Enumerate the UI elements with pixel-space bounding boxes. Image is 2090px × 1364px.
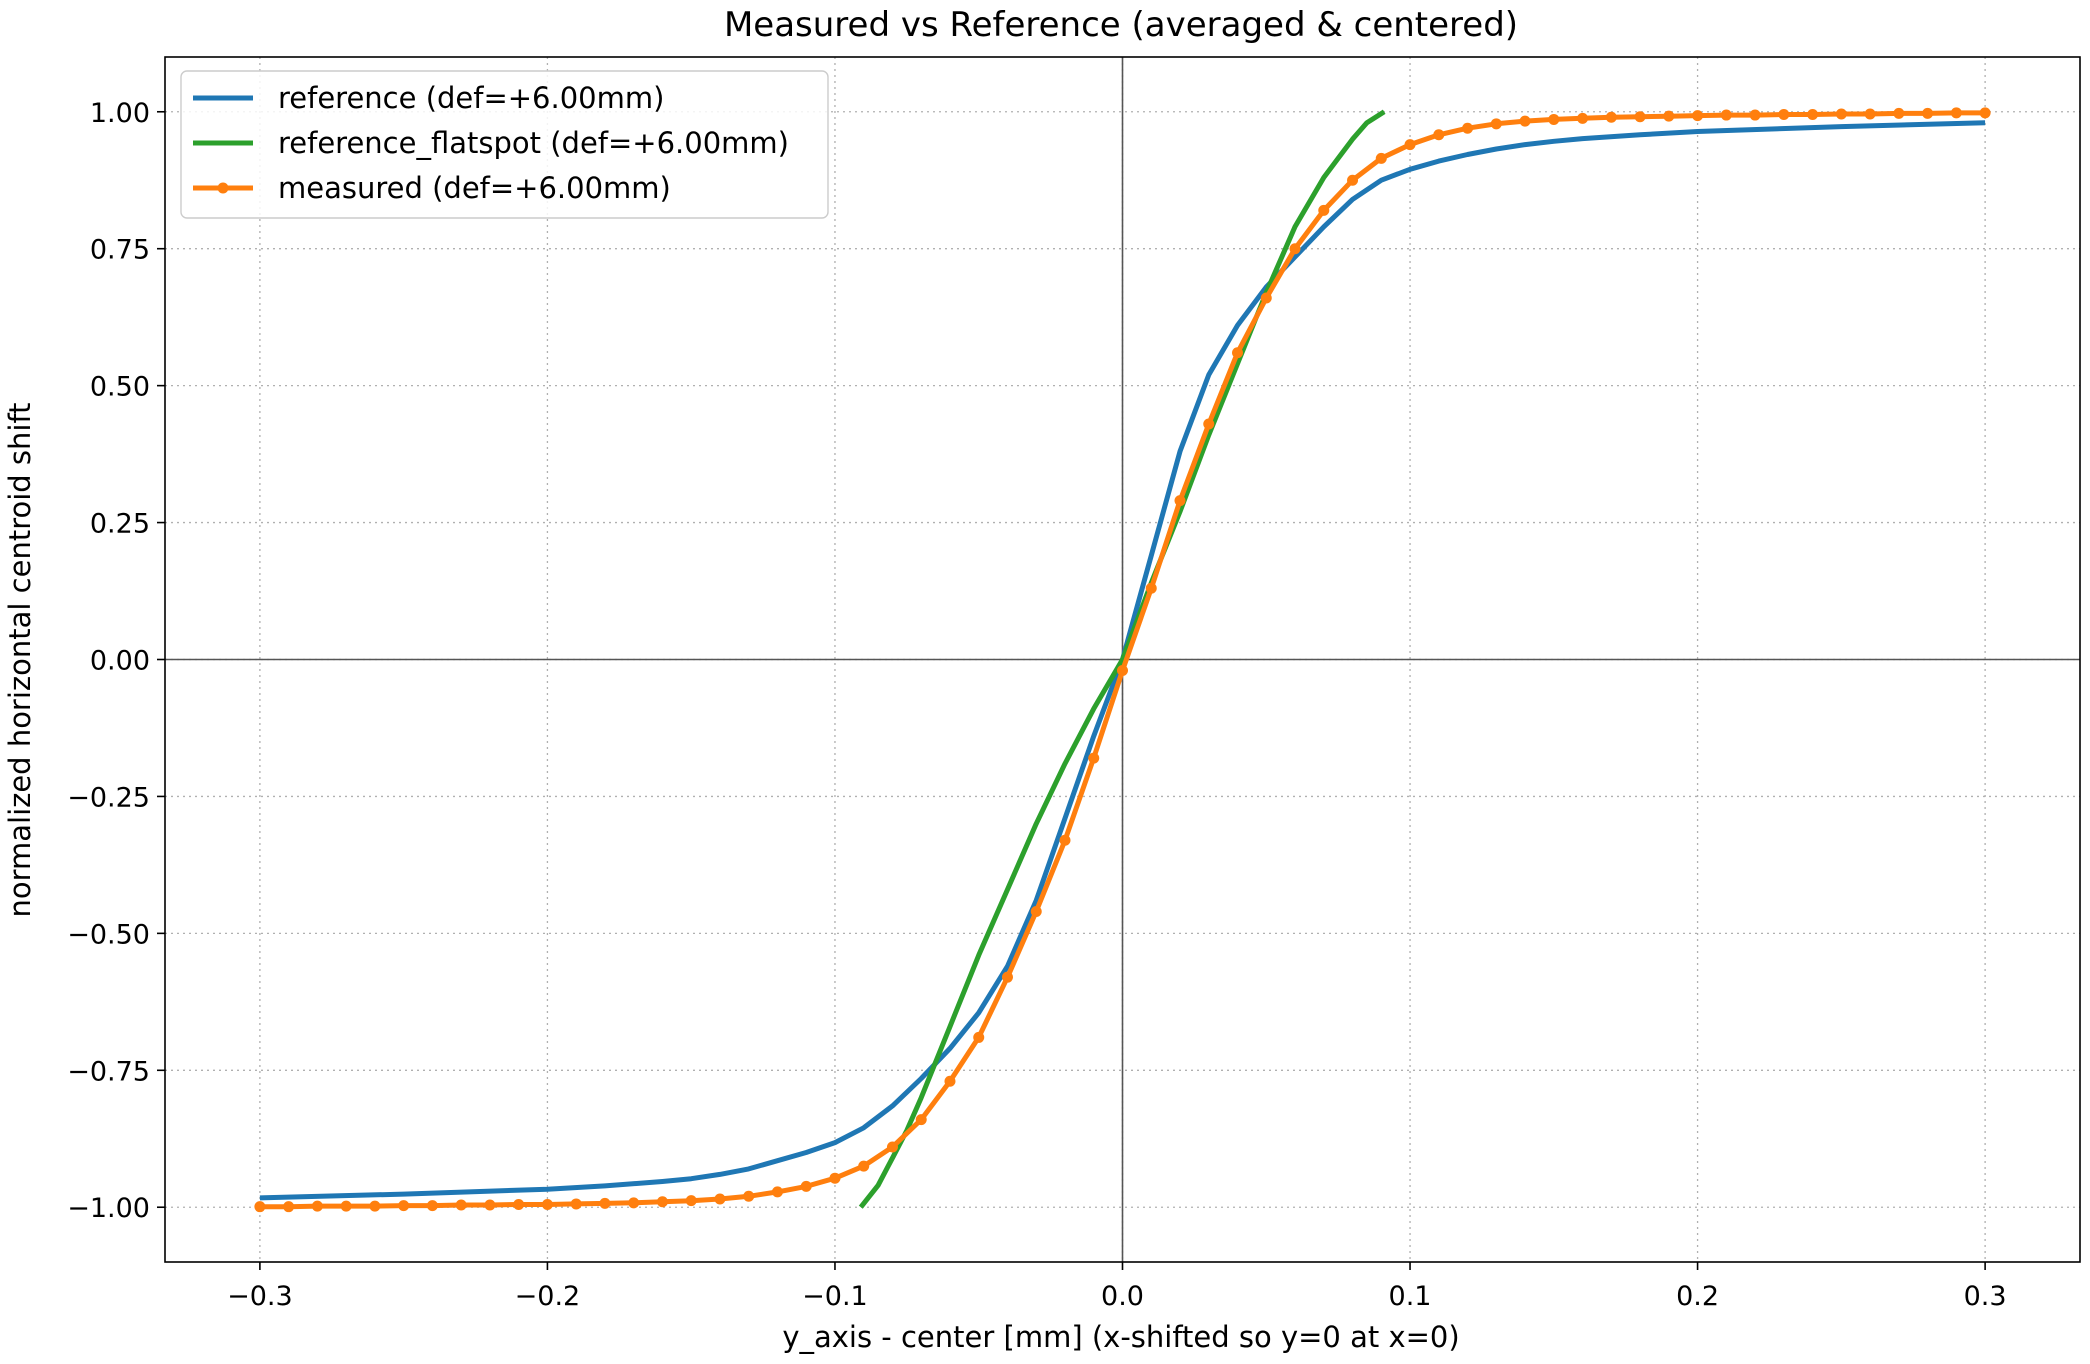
series-line [858,109,1386,1209]
data-point [1979,107,1991,119]
series-layer [254,107,1991,1213]
data-point [1692,110,1704,122]
data-point [1577,112,1589,124]
x-tick-label: 0.2 [1676,1281,1719,1312]
data-point [1145,582,1157,594]
data-point [513,1198,525,1210]
data-point [1433,129,1445,141]
legend-label: measured (def=+6.00mm) [278,171,671,205]
data-point [369,1200,381,1212]
series-2 [858,109,1386,1209]
x-tick-label: 0.3 [1964,1281,2007,1312]
y-tick-label: −0.25 [67,782,150,813]
x-axis-label: y_axis - center [mm] (x-shifted so y=0 a… [782,1320,1459,1354]
data-point [599,1197,611,1209]
data-point [340,1200,352,1212]
data-point [1605,111,1617,123]
x-axis-ticks: −0.3 −0.2 −0.1 0.0 0.1 0.2 0.3 [227,1262,2007,1312]
y-tick-label: 1.00 [90,98,150,129]
data-point [944,1075,956,1087]
data-point [1720,109,1732,121]
y-tick-label: 0.25 [90,509,150,540]
data-point [1778,109,1790,121]
data-point [1001,971,1013,983]
data-point [829,1172,841,1184]
data-point [1950,107,1962,119]
x-tick-label: −0.2 [515,1281,581,1312]
data-point [1232,347,1244,359]
y-tick-label: −1.00 [67,1193,150,1224]
x-tick-label: −0.1 [802,1281,868,1312]
data-point [1864,108,1876,120]
data-point [743,1190,755,1202]
data-point [1462,122,1474,134]
data-point [1404,139,1416,151]
data-point [800,1180,812,1192]
x-tick-label: −0.3 [227,1281,293,1312]
data-point [628,1197,640,1209]
y-tick-label: −0.75 [67,1056,150,1087]
data-point [455,1199,467,1211]
y-tick-label: −0.50 [67,919,150,950]
y-axis-ticks: 1.00 0.75 0.50 0.25 0.00 −0.25 −0.50 −0.75 −1.00 [67,98,165,1224]
data-point [1519,115,1531,127]
data-point [1548,113,1560,125]
legend-label: reference_flatspot (def=+6.00mm) [278,126,789,160]
legend-item: reference (def=+6.00mm) [193,81,664,115]
data-point [1634,111,1646,123]
data-point [656,1196,668,1208]
y-tick-label: 0.50 [90,372,150,403]
data-point [858,1160,870,1172]
data-point [1347,174,1359,186]
legend-box [180,70,829,219]
legend-label: reference (def=+6.00mm) [278,81,664,115]
data-point [1117,664,1128,676]
data-point [398,1200,410,1212]
data-point [1893,107,1905,119]
legend: reference (def=+6.00mm) reference_flatspo… [180,70,829,219]
data-point [1088,752,1100,764]
data-point [1030,905,1042,917]
data-point [541,1198,553,1210]
data-point [714,1193,726,1205]
data-point [1375,152,1387,164]
data-point [484,1199,496,1211]
data-point [1922,107,1934,119]
chart-title: Measured vs Reference (averaged & center… [724,5,1518,45]
data-point [254,1201,266,1213]
data-point [1260,292,1272,304]
legend-marker [217,182,229,194]
y-tick-label: 0.00 [90,646,150,677]
data-point [1289,243,1301,255]
data-point [1835,108,1847,120]
legend-item: reference_flatspot (def=+6.00mm) [193,126,789,160]
data-point [570,1198,582,1210]
data-point [426,1200,438,1212]
data-point [1174,495,1186,507]
data-point [1490,118,1502,130]
x-tick-label: 0.0 [1101,1281,1144,1312]
data-point [283,1201,295,1213]
data-point [771,1186,783,1198]
data-point [886,1141,898,1153]
data-point [1663,110,1675,122]
y-tick-label: 0.75 [90,235,150,266]
data-point [1749,109,1761,121]
series-3 [254,107,1991,1213]
data-point [915,1114,927,1126]
data-point [1059,834,1071,846]
data-point [1318,204,1330,216]
data-point [311,1200,323,1212]
legend-item: measured (def=+6.00mm) [193,171,671,205]
y-axis-label: normalized horizontal centroid shift [3,402,37,917]
data-point [1203,418,1215,430]
data-point [685,1195,697,1207]
x-tick-label: 0.1 [1389,1281,1432,1312]
data-point [973,1031,985,1043]
data-point [1807,109,1819,121]
